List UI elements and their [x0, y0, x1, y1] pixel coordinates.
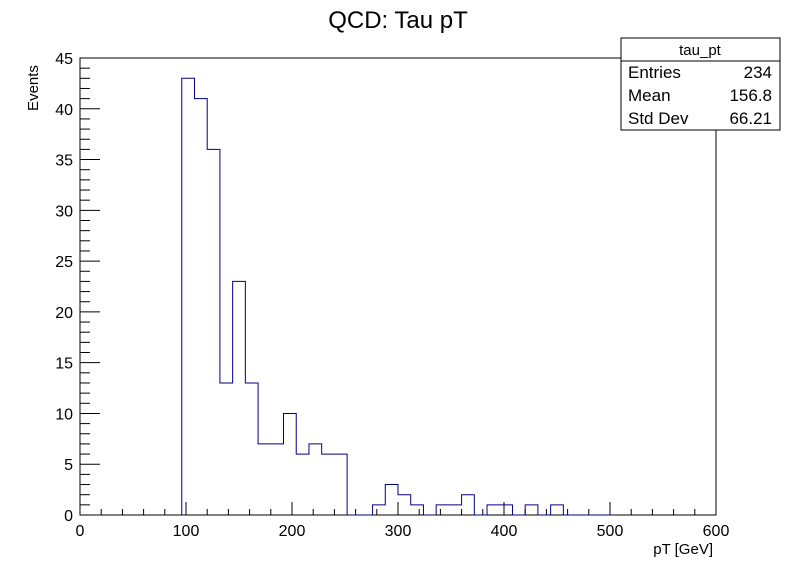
histogram-bin — [182, 78, 195, 515]
histogram-bin — [245, 383, 258, 515]
x-tick-label: 0 — [76, 523, 85, 540]
x-tick-label: 500 — [597, 523, 624, 540]
histogram-bin — [487, 505, 500, 515]
y-axis-tick-labels: 0 5 10 15 20 25 30 35 40 45 — [55, 51, 73, 525]
x-tick-label: 600 — [703, 523, 730, 540]
y-tick-label: 40 — [55, 102, 73, 119]
histogram-bin — [334, 454, 347, 515]
histogram-bin — [373, 505, 386, 515]
histogram-bin — [284, 413, 297, 515]
histogram-bin — [449, 505, 462, 515]
x-tick-label: 300 — [385, 523, 412, 540]
histogram-bin — [411, 505, 424, 515]
histogram-bin — [233, 281, 246, 515]
histogram-bin — [500, 505, 513, 515]
histogram-outline — [181, 77, 615, 516]
stats-box-name: tau_pt — [679, 42, 722, 59]
histogram-bin — [551, 505, 564, 515]
y-tick-label: 35 — [55, 153, 73, 170]
x-tick-label: 200 — [279, 523, 306, 540]
x-axis-tick-labels: 0 100 200 300 400 500 600 — [76, 523, 730, 540]
x-axis-ticks — [79, 502, 717, 515]
histogram-bin — [194, 99, 207, 515]
stats-box-frame — [620, 37, 781, 131]
y-tick-label: 0 — [64, 508, 73, 525]
x-tick-label: 100 — [173, 523, 200, 540]
x-tick-label: 400 — [491, 523, 518, 540]
y-tick-label: 10 — [55, 406, 73, 423]
histogram-bin — [258, 444, 271, 515]
x-axis-title: pT [GeV] — [653, 541, 713, 558]
stats-stddev-value: 66.21 — [729, 109, 772, 128]
stats-box: tau_pt Entries 234 Mean 156.8 Std Dev 66… — [620, 37, 781, 131]
histogram-bin — [322, 454, 335, 515]
y-tick-label: 45 — [55, 51, 73, 68]
y-tick-label: 15 — [55, 356, 73, 373]
y-tick-label: 20 — [55, 305, 73, 322]
histogram-bin — [398, 495, 411, 515]
y-axis-title: Events — [25, 65, 42, 111]
histogram-bin — [385, 485, 398, 515]
histogram-bin — [525, 505, 538, 515]
chart-title: QCD: Tau pT — [328, 7, 468, 34]
histogram-bin — [296, 454, 309, 515]
y-tick-label: 5 — [64, 457, 73, 474]
stats-entries-value: 234 — [744, 63, 772, 82]
histogram-bin — [271, 444, 284, 515]
y-tick-label: 25 — [55, 254, 73, 271]
histogram-bin — [220, 383, 233, 515]
y-axis-ticks — [80, 57, 100, 516]
stats-stddev-label: Std Dev — [628, 109, 689, 128]
y-tick-label: 30 — [55, 203, 73, 220]
histogram-bin — [207, 149, 220, 515]
stats-mean-label: Mean — [628, 86, 671, 105]
stats-entries-label: Entries — [628, 63, 681, 82]
histogram-bins — [182, 78, 564, 515]
histogram-bin — [309, 444, 322, 515]
histogram-bin — [462, 495, 475, 515]
histogram-bin — [436, 505, 449, 515]
stats-mean-value: 156.8 — [729, 86, 772, 105]
